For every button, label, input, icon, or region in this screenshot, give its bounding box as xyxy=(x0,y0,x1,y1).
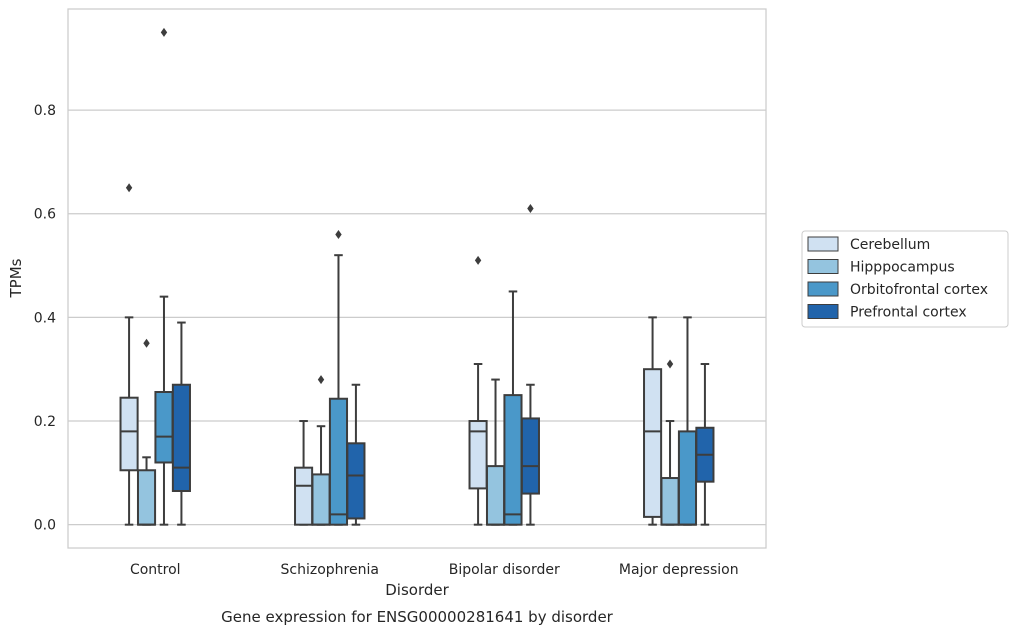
legend-swatch xyxy=(807,259,839,274)
box-prefrontal-cortex xyxy=(346,383,366,526)
box-orbitofrontal-cortex xyxy=(154,27,174,526)
box-prefrontal-cortex xyxy=(695,363,715,526)
box-body xyxy=(520,417,540,495)
legend-label: Cerebellum xyxy=(850,237,930,253)
legend: Cerebellum Hipppocampus Orbitofrontal cort… xyxy=(801,230,1009,328)
legend-swatch xyxy=(807,281,839,297)
box-body xyxy=(136,469,157,526)
y-tick-labels: 0.0 0.2 0.4 0.6 0.8 xyxy=(34,103,56,534)
outlier-point xyxy=(317,375,325,385)
x-tick-labels: Control Schizophrenia Bipolar disorder Majo… xyxy=(130,562,739,578)
box-groups xyxy=(119,27,715,526)
x-tick-label: Major depression xyxy=(619,562,739,578)
box-body xyxy=(677,430,698,526)
box-body xyxy=(294,466,314,526)
y-tick-label: 0.2 xyxy=(34,414,56,430)
box-hipppocampus xyxy=(311,375,331,526)
box-cerebellum xyxy=(294,420,314,526)
outlier-point xyxy=(474,255,482,265)
legend-swatch xyxy=(807,236,839,252)
y-tick-label: 0.0 xyxy=(34,518,56,534)
outlier-point xyxy=(143,338,150,348)
legend-label: Hipppocampus xyxy=(850,260,955,276)
box-prefrontal-cortex xyxy=(520,204,540,526)
box-body xyxy=(468,420,488,490)
x-tick-label: Control xyxy=(130,562,181,578)
x-tick-label: Bipolar disorder xyxy=(449,562,560,578)
y-tick-label: 0.6 xyxy=(34,207,56,223)
x-tick-label: Schizophrenia xyxy=(281,562,379,578)
outlier-point xyxy=(125,183,133,193)
box-orbitofrontal-cortex xyxy=(677,316,698,526)
legend-label: Prefrontal cortex xyxy=(850,305,967,321)
box-body xyxy=(503,394,523,526)
outlier-point xyxy=(666,359,674,369)
box-prefrontal-cortex xyxy=(171,321,191,526)
box-cerebellum xyxy=(119,183,139,526)
box-orbitofrontal-cortex xyxy=(328,229,349,526)
box-cerebellum xyxy=(643,316,663,526)
outlier-point xyxy=(160,27,168,37)
box-hipppocampus xyxy=(660,359,680,526)
box-body xyxy=(171,383,191,492)
legend-label: Orbitofrontal cortex xyxy=(850,282,988,298)
chart-caption: Gene expression for ENSG00000281641 by d… xyxy=(221,608,614,626)
box-orbitofrontal-cortex xyxy=(503,290,523,526)
x-axis-label: Disorder xyxy=(385,581,449,599)
box-body xyxy=(328,397,349,526)
outlier-point xyxy=(335,229,342,239)
outlier-point xyxy=(527,204,534,214)
plot-frame xyxy=(67,8,767,549)
legend-frame xyxy=(801,230,1009,328)
box-cerebellum xyxy=(468,255,488,526)
y-tick-label: 0.8 xyxy=(34,103,56,119)
box-hipppocampus xyxy=(136,338,157,526)
box-body xyxy=(154,391,174,464)
box-body xyxy=(660,477,680,526)
box-body xyxy=(643,368,663,518)
box-hipppocampus xyxy=(485,378,506,526)
box-body xyxy=(311,473,331,526)
box-body xyxy=(485,465,506,526)
legend-swatch xyxy=(807,304,839,319)
y-axis-label: TPMs xyxy=(7,258,25,298)
box-body xyxy=(346,442,366,520)
box-body xyxy=(119,396,139,472)
y-tick-label: 0.4 xyxy=(34,310,56,326)
